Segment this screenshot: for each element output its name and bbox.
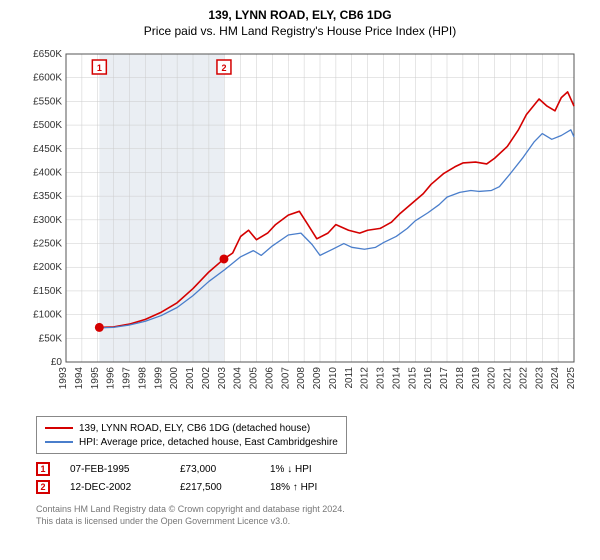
transaction-row: 1 07-FEB-1995 £73,000 1% ↓ HPI (36, 460, 600, 478)
svg-text:2021: 2021 (503, 367, 514, 390)
page-title: 139, LYNN ROAD, ELY, CB6 1DG (0, 0, 600, 22)
transaction-price: £217,500 (180, 482, 250, 493)
transaction-date: 12-DEC-2002 (70, 482, 160, 493)
legend-swatch-hpi (45, 441, 73, 443)
svg-text:2018: 2018 (455, 367, 466, 390)
legend-row-property: 139, LYNN ROAD, ELY, CB6 1DG (detached h… (45, 421, 338, 435)
svg-text:2008: 2008 (296, 367, 307, 390)
svg-text:2015: 2015 (407, 367, 418, 390)
legend-label-hpi: HPI: Average price, detached house, East… (79, 437, 338, 448)
svg-text:2005: 2005 (249, 367, 260, 390)
attribution-line2: This data is licensed under the Open Gov… (36, 516, 600, 528)
transaction-marker-1: 1 (36, 462, 50, 476)
svg-text:2007: 2007 (280, 367, 291, 390)
svg-text:2011: 2011 (344, 367, 355, 389)
legend: 139, LYNN ROAD, ELY, CB6 1DG (detached h… (36, 416, 347, 454)
svg-text:£250K: £250K (33, 239, 62, 250)
svg-text:2019: 2019 (471, 367, 482, 390)
svg-text:2009: 2009 (312, 367, 323, 390)
attribution-line1: Contains HM Land Registry data © Crown c… (36, 504, 600, 516)
svg-text:£400K: £400K (33, 167, 62, 178)
svg-text:2022: 2022 (518, 367, 529, 390)
svg-text:£300K: £300K (33, 215, 62, 226)
price-chart: £0 £50K £100K £150K £200K £250K £300K £350K £400… (20, 42, 580, 412)
svg-text:£650K: £650K (33, 49, 62, 60)
legend-label-property: 139, LYNN ROAD, ELY, CB6 1DG (detached h… (79, 423, 310, 434)
svg-text:£450K: £450K (33, 144, 62, 155)
page-subtitle: Price paid vs. HM Land Registry's House … (0, 22, 600, 42)
svg-text:2013: 2013 (376, 367, 387, 390)
svg-text:2025: 2025 (566, 367, 577, 390)
chart-svg: £0 £50K £100K £150K £200K £250K £300K £350K £400… (20, 42, 580, 412)
transaction-diff: 18% ↑ HPI (270, 482, 350, 493)
svg-text:1996: 1996 (106, 367, 117, 390)
transaction-diff: 1% ↓ HPI (270, 464, 350, 475)
svg-text:2024: 2024 (550, 367, 561, 390)
svg-text:2002: 2002 (201, 367, 212, 390)
svg-text:2004: 2004 (233, 367, 244, 390)
svg-text:2023: 2023 (534, 367, 545, 390)
svg-text:2017: 2017 (439, 367, 450, 390)
attribution: Contains HM Land Registry data © Crown c… (36, 504, 600, 527)
svg-text:£350K: £350K (33, 191, 62, 202)
svg-text:1997: 1997 (122, 367, 133, 390)
svg-text:1994: 1994 (74, 367, 85, 390)
svg-text:£200K: £200K (33, 262, 62, 273)
svg-text:£50K: £50K (39, 333, 63, 344)
svg-text:1: 1 (97, 63, 102, 73)
svg-text:1998: 1998 (137, 367, 148, 390)
svg-text:£550K: £550K (33, 96, 62, 107)
svg-text:£0: £0 (51, 357, 63, 368)
transaction-row: 2 12-DEC-2002 £217,500 18% ↑ HPI (36, 478, 600, 496)
svg-text:2012: 2012 (360, 367, 371, 390)
svg-text:2001: 2001 (185, 367, 196, 390)
svg-text:£150K: £150K (33, 286, 62, 297)
svg-text:2006: 2006 (264, 367, 275, 390)
svg-text:1993: 1993 (58, 367, 69, 390)
svg-text:2: 2 (221, 63, 226, 73)
svg-text:2016: 2016 (423, 367, 434, 390)
transaction-marker-2: 2 (36, 480, 50, 494)
svg-text:2003: 2003 (217, 367, 228, 390)
legend-swatch-property (45, 427, 73, 429)
svg-text:2010: 2010 (328, 367, 339, 390)
svg-text:£600K: £600K (33, 73, 62, 84)
svg-text:2020: 2020 (487, 367, 498, 390)
svg-text:£500K: £500K (33, 120, 62, 131)
svg-text:2014: 2014 (391, 367, 402, 390)
svg-text:1995: 1995 (90, 367, 101, 390)
transaction-table: 1 07-FEB-1995 £73,000 1% ↓ HPI 2 12-DEC-… (36, 460, 600, 496)
svg-text:1999: 1999 (153, 367, 164, 390)
transaction-date: 07-FEB-1995 (70, 464, 160, 475)
legend-row-hpi: HPI: Average price, detached house, East… (45, 435, 338, 449)
transaction-price: £73,000 (180, 464, 250, 475)
svg-text:2000: 2000 (169, 367, 180, 390)
svg-text:£100K: £100K (33, 310, 62, 321)
